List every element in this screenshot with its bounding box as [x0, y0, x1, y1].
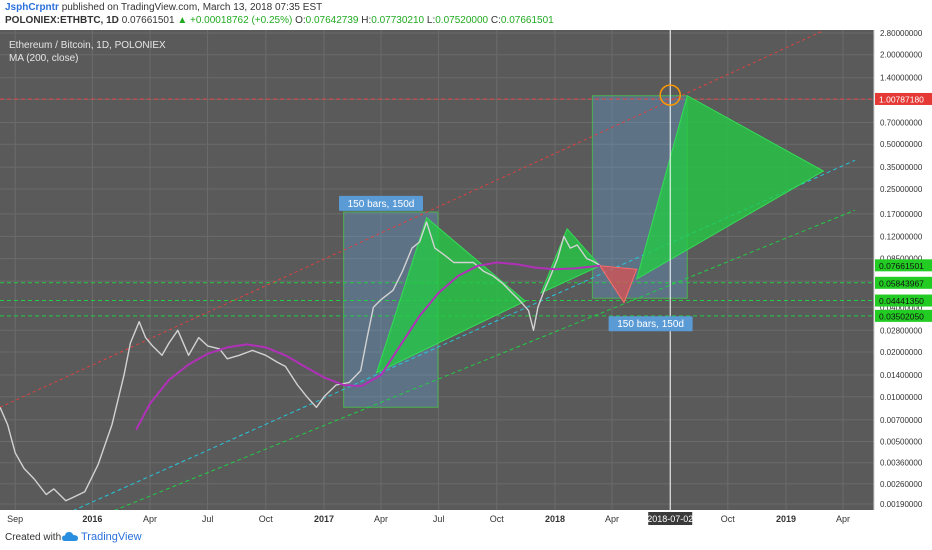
x-tick-label: 2016 — [82, 514, 102, 524]
author-link[interactable]: JsphCrpntr — [5, 2, 59, 13]
price-line — [0, 221, 601, 502]
resistance-trendline — [0, 30, 824, 408]
y-tick-label: 1.40000000 — [880, 74, 923, 83]
tradingview-brand[interactable]: TradingView — [81, 531, 142, 543]
x-tick-label: 2018 — [545, 514, 565, 524]
legend-title: Ethereum / Bitcoin, 1D, POLONIEX — [9, 40, 166, 51]
range-label-box — [608, 316, 693, 332]
price-label-text: 0.04441350 — [879, 296, 924, 306]
support-trendline-green — [81, 209, 856, 525]
x-tick-label: Apr — [605, 514, 619, 524]
high-value: 0.07730210 — [371, 15, 425, 26]
price-label-box — [875, 294, 932, 307]
ma-200-line — [135, 261, 601, 431]
range-label-text: 150 bars, 150d — [348, 199, 415, 210]
time-axis-background[interactable] — [0, 510, 932, 526]
highlight-circle — [659, 84, 681, 106]
created-with-text: Created with — [5, 532, 62, 543]
y-tick-label: 0.00190000 — [880, 500, 923, 509]
ohlc-info: POLONIEX:ETHBTC, 1D 0.07661501 ▲ +0.0001… — [5, 15, 554, 26]
range-label-box — [338, 195, 423, 211]
drawings-front: 150 bars, 150d 150 bars, 150d — [338, 30, 693, 510]
range-label-text: 150 bars, 150d — [617, 319, 684, 330]
price-label-box — [875, 309, 932, 322]
drawings-back — [0, 30, 874, 525]
projection-triangle-green — [635, 94, 825, 281]
date-marker-label: 2018-07-02 — [647, 514, 693, 524]
price-label-box — [875, 92, 932, 105]
price-change: +0.00018762 (+0.25%) — [190, 15, 293, 26]
projection-triangle-green — [375, 216, 527, 374]
x-tick-label: Jul — [202, 514, 214, 524]
last-price: 0.07661501 — [121, 15, 175, 26]
close-label: C: — [490, 15, 501, 26]
price-label-box — [875, 276, 932, 289]
x-tick-label: 2019 — [776, 514, 796, 524]
y-tick-label: 0.00260000 — [880, 480, 923, 489]
price-label-box — [875, 259, 932, 272]
time-axis[interactable]: Sep 2016 Apr Jul Oct 2017 Apr Jul Oct 2018 Apr Oct 2… — [7, 512, 850, 525]
y-tick-label: 0.08500000 — [880, 255, 923, 264]
legend-indicator: MA (200, close) — [9, 53, 78, 64]
y-tick-label: 0.25000000 — [880, 185, 923, 194]
y-tick-label: 0.01400000 — [880, 371, 923, 380]
close-value: 0.07661501 — [500, 15, 554, 26]
y-tick-label: 2.80000000 — [880, 30, 923, 38]
price-label-text: 0.05843967 — [879, 278, 924, 288]
y-tick-label: 0.04000000 — [880, 303, 923, 312]
up-arrow-icon: ▲ — [177, 15, 188, 26]
x-tick-label: Apr — [143, 514, 157, 524]
x-tick-label: Oct — [259, 514, 274, 524]
y-tick-label: 0.02800000 — [880, 326, 923, 335]
chart-footer: Created with TradingView — [0, 526, 932, 550]
x-tick-label: Apr — [374, 514, 388, 524]
x-tick-label: Oct — [490, 514, 505, 524]
projection-triangle-green — [540, 227, 601, 294]
publish-info: JsphCrpntr published on TradingView.com,… — [5, 2, 322, 13]
series-layer — [0, 221, 601, 502]
price-chart[interactable]: 150 bars, 150d 150 bars, 150d 2.80000000 2… — [0, 30, 932, 526]
y-tick-label: 0.35000000 — [880, 163, 923, 172]
x-tick-label: Apr — [836, 514, 850, 524]
x-tick-label: Sep — [7, 514, 23, 524]
projection-triangle-red — [599, 265, 638, 304]
open-label: O: — [295, 15, 306, 26]
date-marker-label-box — [648, 512, 693, 525]
x-tick-label: Oct — [721, 514, 736, 524]
y-tick-label: 0.00360000 — [880, 459, 923, 468]
y-tick-label: 0.02000000 — [880, 348, 923, 357]
price-labels: 1.00787180 0.07661501 0.05843967 0.04441350… — [875, 92, 932, 322]
y-tick-label: 0.00500000 — [880, 438, 923, 447]
y-tick-label: 0.12000000 — [880, 232, 923, 241]
price-label-text: 0.07661501 — [879, 261, 924, 271]
y-tick-label: 0.50000000 — [880, 140, 923, 149]
price-label-text: 0.03502050 — [879, 311, 924, 321]
x-tick-label: 2017 — [314, 514, 334, 524]
publish-text: published on TradingView.com, March 13, … — [61, 2, 323, 13]
high-label: H: — [361, 15, 372, 26]
low-label: L: — [426, 15, 436, 26]
y-tick-label: 0.01000000 — [880, 393, 923, 402]
y-tick-label: 0.00700000 — [880, 416, 923, 425]
low-value: 0.07520000 — [435, 15, 489, 26]
open-value: 0.07642739 — [305, 15, 359, 26]
price-label-text: 1.00787180 — [879, 94, 924, 104]
y-tick-label: 0.70000000 — [880, 118, 923, 127]
symbol-label: POLONIEX:ETHBTC, 1D — [5, 15, 119, 26]
y-tick-label: 2.00000000 — [880, 51, 923, 60]
tradingview-cloud-icon — [62, 532, 78, 541]
x-tick-label: Jul — [433, 514, 445, 524]
y-tick-label: 0.17000000 — [880, 210, 923, 219]
chart-header: JsphCrpntr published on TradingView.com,… — [0, 0, 932, 30]
